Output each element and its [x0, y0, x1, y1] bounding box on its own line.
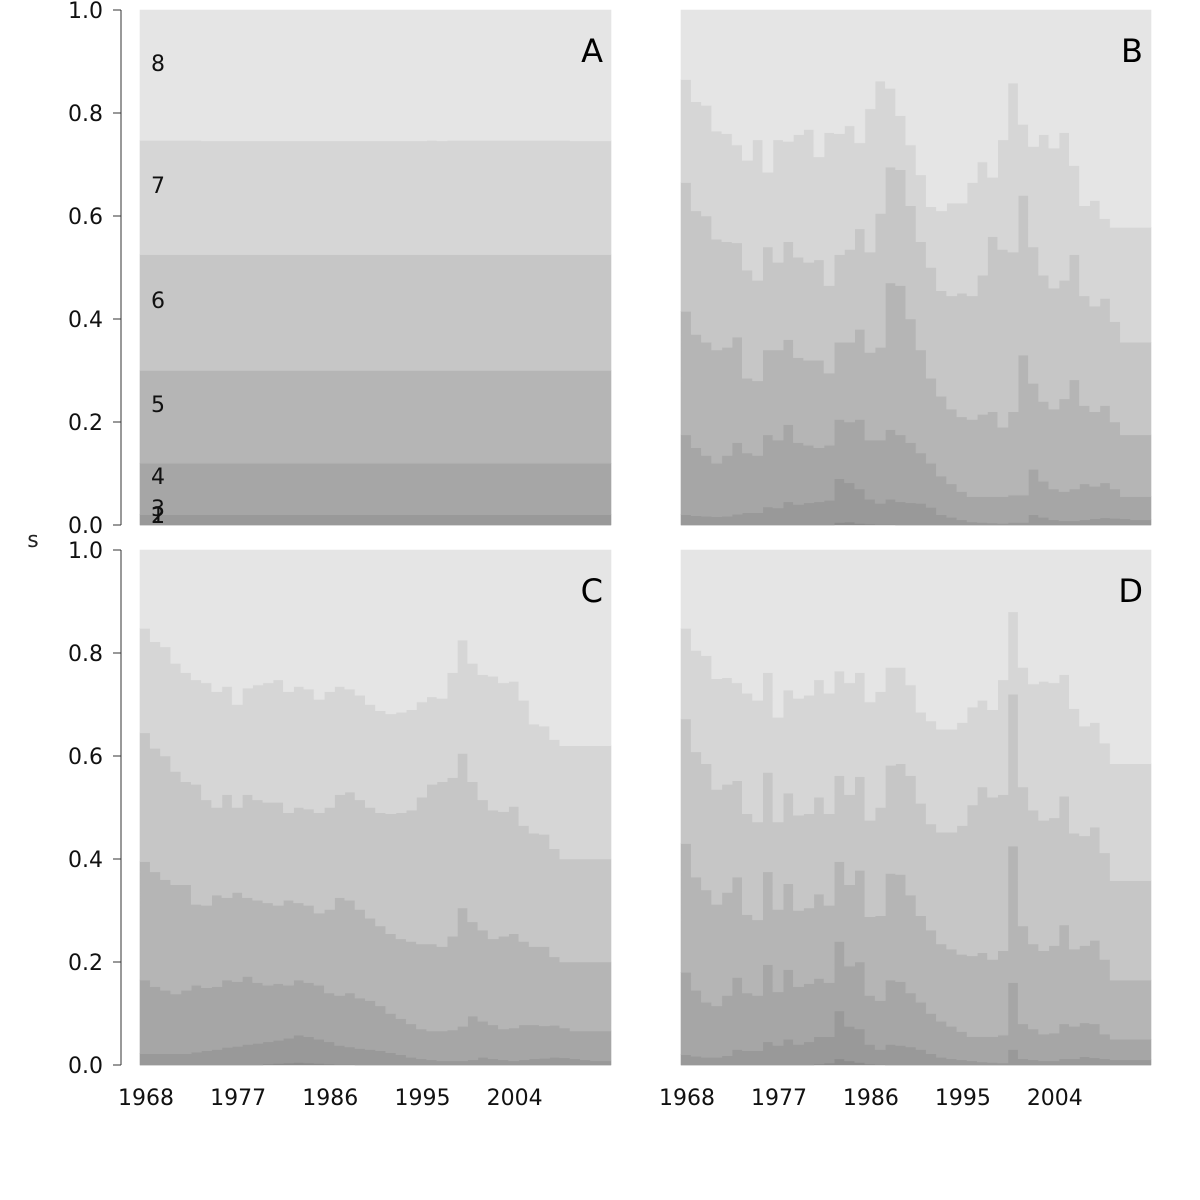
band-6-area — [139, 140, 612, 255]
band-label-8: 8 — [151, 52, 165, 77]
band-label-7: 7 — [151, 174, 165, 199]
band-label-6: 6 — [151, 289, 165, 314]
panel-c: C — [139, 549, 612, 1066]
x-tick-label: 1995 — [935, 1086, 991, 1111]
y-tick-label: 0.4 — [68, 308, 103, 333]
x-tick-label: 1968 — [659, 1086, 715, 1111]
y-axis-title: s — [27, 528, 38, 553]
panel-letter: D — [1118, 572, 1143, 610]
x-tick-label: 1977 — [751, 1086, 807, 1111]
x-tick-label: 1986 — [302, 1086, 358, 1111]
y-tick-label: 0.2 — [68, 951, 103, 976]
y-tick-label: 0.6 — [68, 205, 103, 230]
x-tick-label: 1995 — [394, 1086, 450, 1111]
y-tick-label: 0.6 — [68, 745, 103, 770]
y-tick-label: 0.8 — [68, 642, 103, 667]
x-tick-label: 2004 — [487, 1086, 543, 1111]
y-tick-label: 0.0 — [68, 1054, 103, 1079]
band-7-area — [139, 549, 612, 746]
band-5-area — [139, 254, 612, 371]
band-label-2: 2 — [151, 504, 165, 529]
x-tick-label: 1986 — [843, 1086, 899, 1111]
band-label-4: 4 — [151, 465, 165, 490]
band-4-area — [139, 370, 612, 464]
x-tick-label: 2004 — [1027, 1086, 1083, 1111]
band-label-3: 3 — [151, 497, 165, 522]
panel-letter: B — [1121, 32, 1143, 70]
panel-b: B — [680, 9, 1152, 526]
band-label-5: 5 — [151, 393, 165, 418]
band-2-area — [139, 514, 612, 526]
y-tick-label: 0.2 — [68, 411, 103, 436]
panel-d: D — [680, 549, 1152, 1066]
y-tick-label: 1.0 — [68, 0, 103, 24]
panel-a: A 123 4 5 6 7 8 — [139, 9, 612, 529]
y-tick-label: 0.0 — [68, 514, 103, 539]
band-7-area — [139, 9, 612, 142]
band-7-area — [680, 9, 1152, 228]
y-tick-label: 0.4 — [68, 848, 103, 873]
y-tick-label: 1.0 — [68, 539, 103, 564]
band-3-area — [139, 462, 612, 515]
x-tick-label: 1968 — [118, 1086, 174, 1111]
x-tick-label: 1977 — [210, 1086, 266, 1111]
band-7-area — [680, 549, 1152, 765]
panel-letter: C — [581, 572, 603, 610]
y-tick-label: 0.8 — [68, 102, 103, 127]
band-label-1: 1 — [151, 504, 165, 529]
panel-letter: A — [581, 32, 603, 70]
